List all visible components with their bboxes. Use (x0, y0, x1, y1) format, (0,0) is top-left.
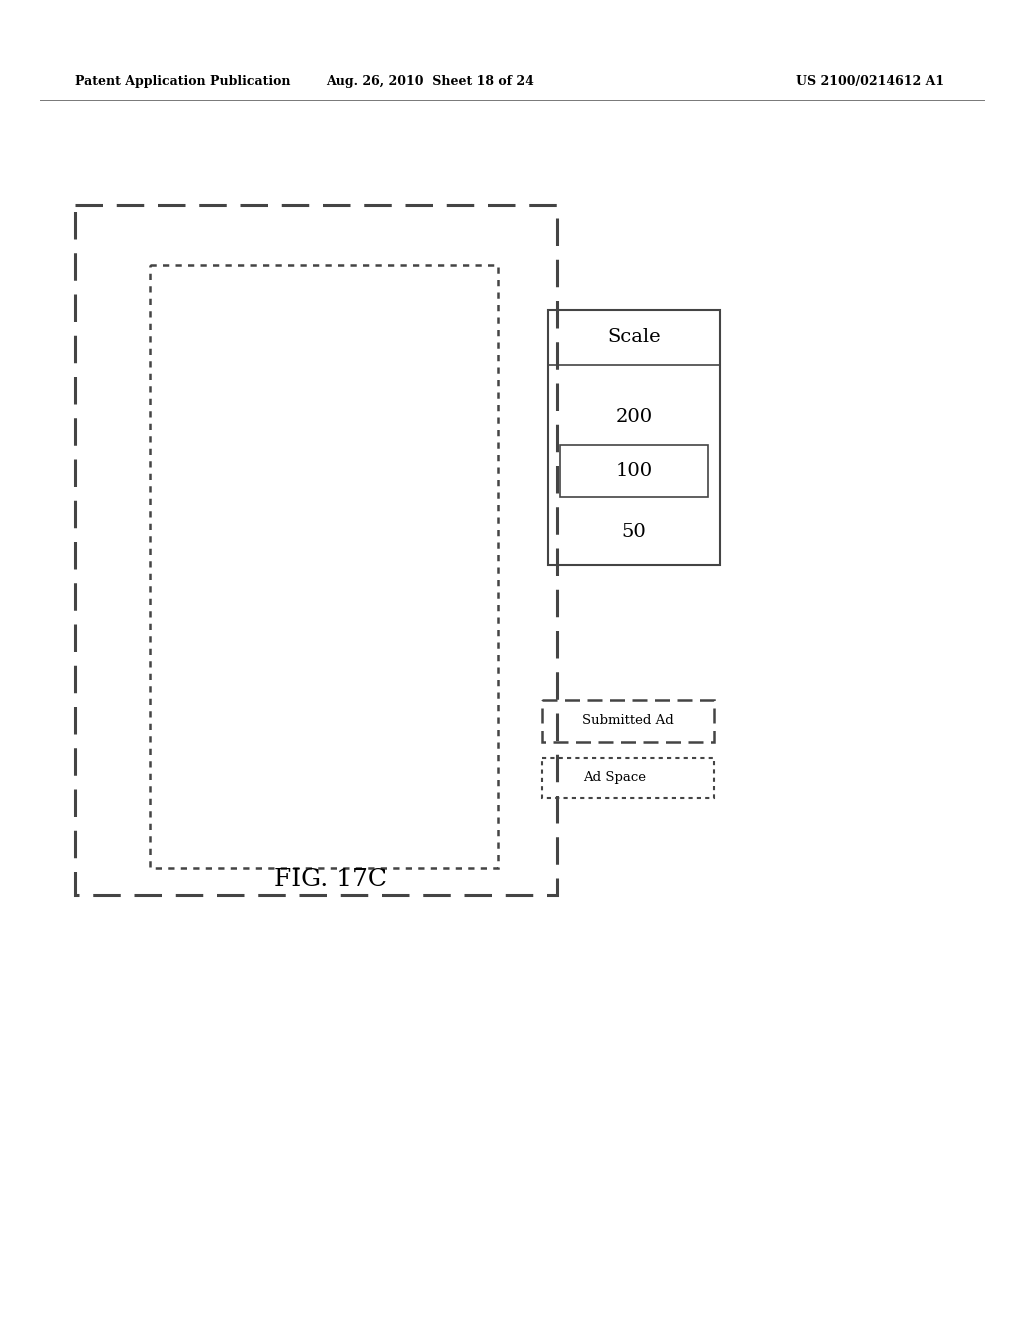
Text: Submitted Ad: Submitted Ad (582, 714, 674, 727)
Text: FIG. 17C: FIG. 17C (273, 869, 386, 891)
Text: Ad Space: Ad Space (583, 771, 646, 784)
Text: US 2100/0214612 A1: US 2100/0214612 A1 (796, 75, 944, 88)
Text: 100: 100 (615, 462, 652, 480)
Text: Patent Application Publication: Patent Application Publication (75, 75, 291, 88)
Text: Scale: Scale (607, 327, 660, 346)
Text: 50: 50 (622, 523, 646, 541)
Text: Aug. 26, 2010  Sheet 18 of 24: Aug. 26, 2010 Sheet 18 of 24 (326, 75, 534, 88)
Bar (542, 700, 714, 742)
Bar (548, 310, 720, 565)
Bar (542, 758, 714, 799)
Bar (75, 205, 557, 895)
Text: 200: 200 (615, 408, 652, 426)
Bar (150, 265, 498, 869)
Bar (560, 445, 708, 498)
